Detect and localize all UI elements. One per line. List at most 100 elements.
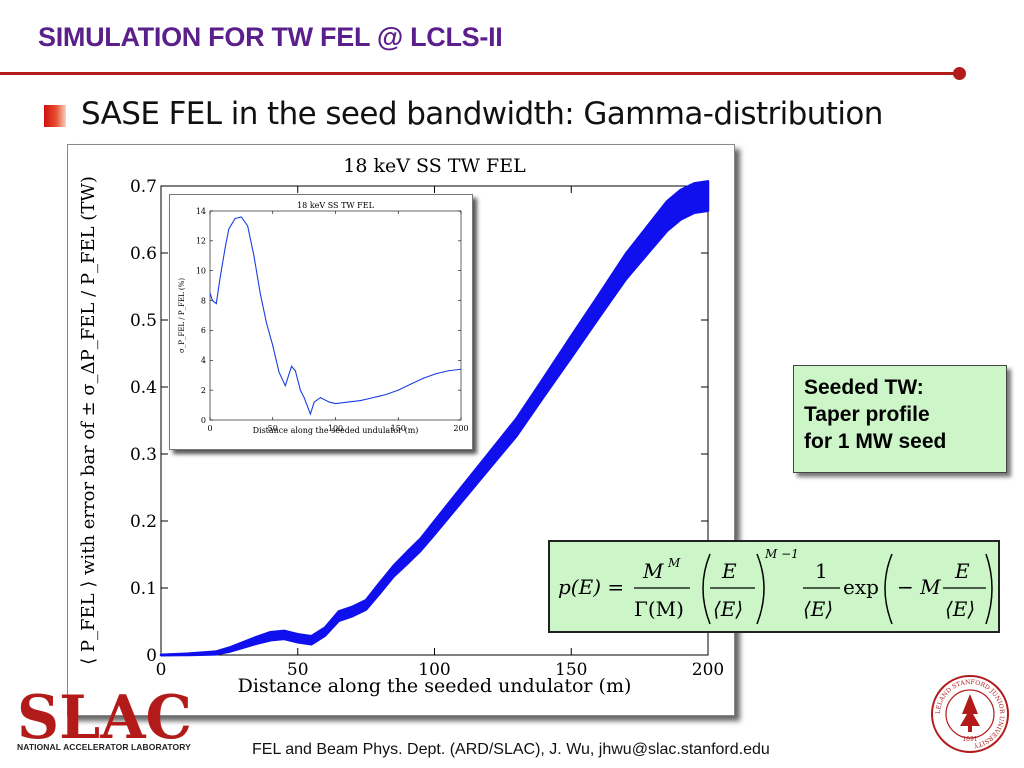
inset-data-point <box>360 400 362 402</box>
inset-data-point <box>234 217 236 219</box>
main-data-point <box>378 586 381 590</box>
inset-data-point <box>212 300 214 302</box>
main-x-tick-label: 50 <box>287 660 309 680</box>
main-data-point <box>255 639 258 642</box>
formula-exp: exp <box>843 575 879 599</box>
main-y-tick-label: 0.3 <box>130 445 157 465</box>
note-box: Seeded TW: Taper profile for 1 MW seed <box>793 365 1007 473</box>
inset-data-point <box>259 292 261 294</box>
inset-data-point <box>272 344 274 346</box>
formula-E-numerator: E <box>721 559 737 583</box>
title-rule <box>0 72 958 75</box>
formula-exponent: M −1 <box>764 547 799 561</box>
inset-data-point <box>328 401 330 403</box>
main-data-point <box>241 643 245 647</box>
inset-data-point <box>372 397 374 399</box>
inset-data-point <box>309 413 311 415</box>
title-rule-dot <box>953 67 966 80</box>
formula-E-average-2: ⟨E⟩ <box>803 597 833 621</box>
inset-data-point <box>247 225 249 227</box>
inset-data-point <box>422 377 424 379</box>
inset-data-point <box>228 228 230 230</box>
footer-text: FEL and Beam Phys. Dept. (ARD/SLAC), J. … <box>252 741 770 758</box>
seal-tree-icon <box>960 694 980 726</box>
slac-caption: NATIONAL ACCELERATOR LABORATORY <box>17 742 191 752</box>
main-data-point <box>515 426 518 429</box>
main-data-point <box>488 459 491 462</box>
inset-x-tick-label: 200 <box>453 424 468 433</box>
main-x-tick-label: 150 <box>555 660 587 680</box>
stanford-seal: LELAND STANFORD JUNIOR UNIVERSITY 1891 <box>931 675 1009 753</box>
inset-data-point <box>299 389 301 391</box>
main-data-point <box>159 653 163 657</box>
formula-svg: p(E) = M M Γ(M) E ⟨E⟩ M −1 1 ⟨E⟩ exp − M… <box>558 547 993 625</box>
inset-data-point <box>335 403 336 405</box>
inset-data-point <box>397 389 399 391</box>
formula-E-numerator-2: E <box>954 559 970 583</box>
main-y-tick-label: 0.4 <box>130 378 157 398</box>
formula-gamma-M: Γ(M) <box>634 597 684 621</box>
formula-M-superscript: M <box>667 556 681 570</box>
inset-data-point <box>313 401 315 403</box>
main-data-point <box>214 651 217 655</box>
main-data-point <box>351 610 354 613</box>
inset-data-point <box>460 368 462 370</box>
main-data-point <box>542 385 546 389</box>
main-x-tick-label: 0 <box>156 660 167 680</box>
main-data-point <box>570 345 573 348</box>
formula-E-average: ⟨E⟩ <box>713 597 743 621</box>
main-data-point <box>405 556 409 560</box>
main-y-tick-label: 0.7 <box>130 177 157 197</box>
main-data-point <box>337 614 340 618</box>
inset-y-tick-label: 8 <box>201 296 206 305</box>
note-line-3: for 1 MW seed <box>804 430 947 453</box>
bullet-square-icon <box>44 105 66 127</box>
note-line-2: Taper profile <box>804 403 930 426</box>
inset-chart-frame: 0 50 100 150 200 0 2 4 6 8 10 12 14 18 keV SS TW FEL D… <box>169 194 473 450</box>
main-data-point <box>597 305 600 308</box>
bullet-text: SASE FEL in the seed bandwidth: Gamma-di… <box>81 96 883 132</box>
main-data-point <box>282 633 286 637</box>
formula-lhs: p(E) = <box>558 575 624 599</box>
formula-one: 1 <box>815 559 828 583</box>
inset-data-point <box>215 303 217 305</box>
inset-data-point <box>319 397 321 399</box>
inset-y-axis-label: σ_P_FEL / P_FEL (%) <box>178 278 186 353</box>
main-data-point <box>706 194 710 198</box>
main-data-point <box>693 196 696 200</box>
inset-y-tick-label: 14 <box>196 207 206 216</box>
inset-data-point <box>291 365 293 367</box>
main-y-tick-label: 0.2 <box>130 512 157 532</box>
inset-data-point <box>265 322 267 324</box>
main-x-tick-label: 100 <box>418 660 450 680</box>
main-data-point <box>228 648 231 651</box>
inset-data-point <box>385 394 387 396</box>
inset-y-tick-label: 10 <box>196 267 206 276</box>
main-data-point <box>433 526 436 529</box>
inset-x-tick-label: 150 <box>391 424 406 433</box>
inset-data-point <box>410 383 412 385</box>
formula-E-average-3: ⟨E⟩ <box>945 597 975 621</box>
main-y-tick-label: 0 <box>146 646 157 666</box>
inset-data-point <box>253 255 255 257</box>
main-title: 18 keV SS TW FEL <box>343 155 526 177</box>
inset-data-point <box>303 397 305 399</box>
inset-y-tick-label: 0 <box>201 416 206 425</box>
main-data-point <box>460 493 464 496</box>
note-line-1: Seeded TW: <box>804 376 924 399</box>
main-data-point <box>296 637 299 640</box>
inset-data-point <box>447 370 449 372</box>
inset-data-point <box>219 277 221 279</box>
inset-line <box>209 216 462 416</box>
main-x-tick-label: 200 <box>692 660 724 680</box>
inset-y-tick-label: 2 <box>201 386 206 395</box>
inset-data-point <box>240 216 242 218</box>
inset-data-point <box>284 385 286 387</box>
main-y-tick-label: 0.5 <box>130 311 157 331</box>
main-data-point <box>419 543 423 546</box>
main-y-tick-label: 0.6 <box>130 244 157 264</box>
gamma-distribution-formula: p(E) = M M Γ(M) E ⟨E⟩ M −1 1 ⟨E⟩ exp − M… <box>548 540 1000 633</box>
main-data-point <box>679 203 682 206</box>
inset-data-point <box>294 370 296 372</box>
